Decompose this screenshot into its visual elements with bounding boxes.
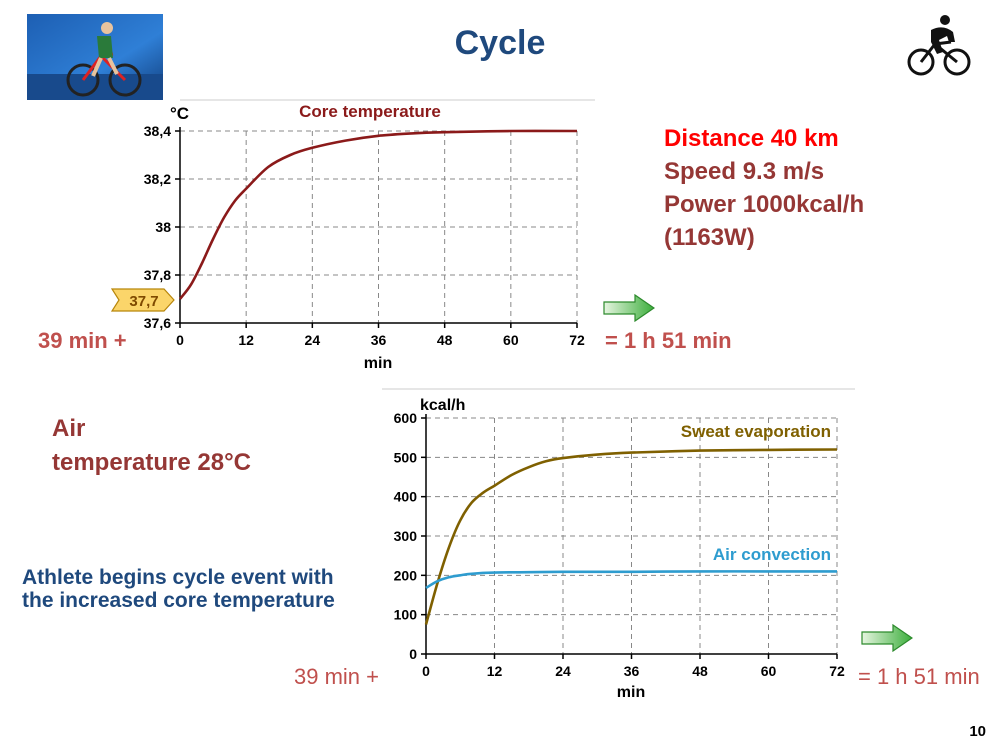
c2-x-tick-label: 0	[422, 663, 430, 679]
right-arrow-icon	[861, 624, 913, 652]
c1-x-tick-label: 12	[238, 332, 254, 348]
page-title: Cycle	[454, 24, 546, 62]
speed-text: Speed 9.3 m/s	[664, 158, 825, 185]
c2-x-tick-label: 36	[624, 663, 640, 679]
c1-y-tick-label: 38,2	[144, 171, 171, 187]
c1-x-tick-label: 24	[305, 332, 321, 348]
start-value-marker: 37,7	[110, 288, 175, 312]
c2-x-tick-label: 72	[829, 663, 845, 679]
chart2-right-note: = 1 h 51 min	[858, 664, 980, 689]
c2-y-tick-label: 200	[394, 567, 418, 583]
air-temperature-label: Air temperature 28°C	[52, 412, 251, 480]
c2-x-tick-label: 12	[487, 663, 503, 679]
c2-x-tick-label: 24	[555, 663, 571, 679]
c2-x-tick-label: 48	[692, 663, 708, 679]
c1-y-tick-label: 37,6	[144, 315, 171, 331]
c1-x-tick-label: 0	[176, 332, 184, 348]
chart2-y-unit: kcal/h	[420, 397, 465, 414]
chart1-left-note: 39 min +	[38, 328, 127, 353]
c2-series-line-1	[425, 570, 837, 590]
c2-x-tick-label: 60	[761, 663, 777, 679]
right-arrow-icon	[603, 294, 655, 322]
chart2-x-label: min	[617, 684, 645, 701]
c2-series-line-0	[424, 448, 838, 625]
c1-x-tick-label: 36	[371, 332, 387, 348]
c2-y-tick-label: 400	[394, 489, 418, 505]
c1-y-tick-label: 38	[155, 219, 171, 235]
c2-y-tick-label: 500	[394, 449, 418, 465]
c1-y-tick-label: 37,8	[144, 267, 171, 283]
c2-y-tick-label: 0	[409, 646, 417, 662]
photo-cyclist-icon	[27, 14, 163, 100]
power-text: Power 1000kcal/h	[664, 191, 865, 218]
start-value-label: 37,7	[129, 293, 158, 310]
c1-x-tick-label: 72	[569, 332, 585, 348]
c1-x-tick-label: 60	[503, 332, 519, 348]
chart1-right-note: = 1 h 51 min	[605, 328, 732, 353]
watts-text: (1163W)	[664, 224, 755, 251]
c2-y-tick-label: 100	[394, 607, 418, 623]
chart1-x-label: min	[364, 355, 392, 372]
chart1-title: Core temperature	[299, 102, 441, 121]
c2-y-tick-label: 600	[394, 410, 418, 426]
athlete-note: Athlete begins cycle event with the incr…	[22, 566, 335, 612]
chart2-left-note: 39 min +	[294, 664, 379, 689]
page-number: 10	[969, 723, 986, 740]
convection-series-label: Air convection	[713, 545, 831, 564]
c1-series-line-0	[178, 129, 578, 300]
c2-y-tick-label: 300	[394, 528, 418, 544]
c1-x-tick-label: 48	[437, 332, 453, 348]
c1-y-tick-label: 38,4	[144, 123, 171, 139]
cyclist-silhouette-icon	[907, 15, 971, 76]
distance-text: Distance 40 km	[664, 125, 839, 152]
chart1-y-unit: °C	[170, 104, 189, 123]
sweat-series-label: Sweat evaporation	[681, 422, 831, 441]
air-label-line2: temperature 28°C	[52, 449, 252, 476]
air-label-line1: Air	[52, 415, 86, 442]
ride-info: Distance 40 km Speed 9.3 m/s Power 1000k…	[664, 122, 994, 254]
